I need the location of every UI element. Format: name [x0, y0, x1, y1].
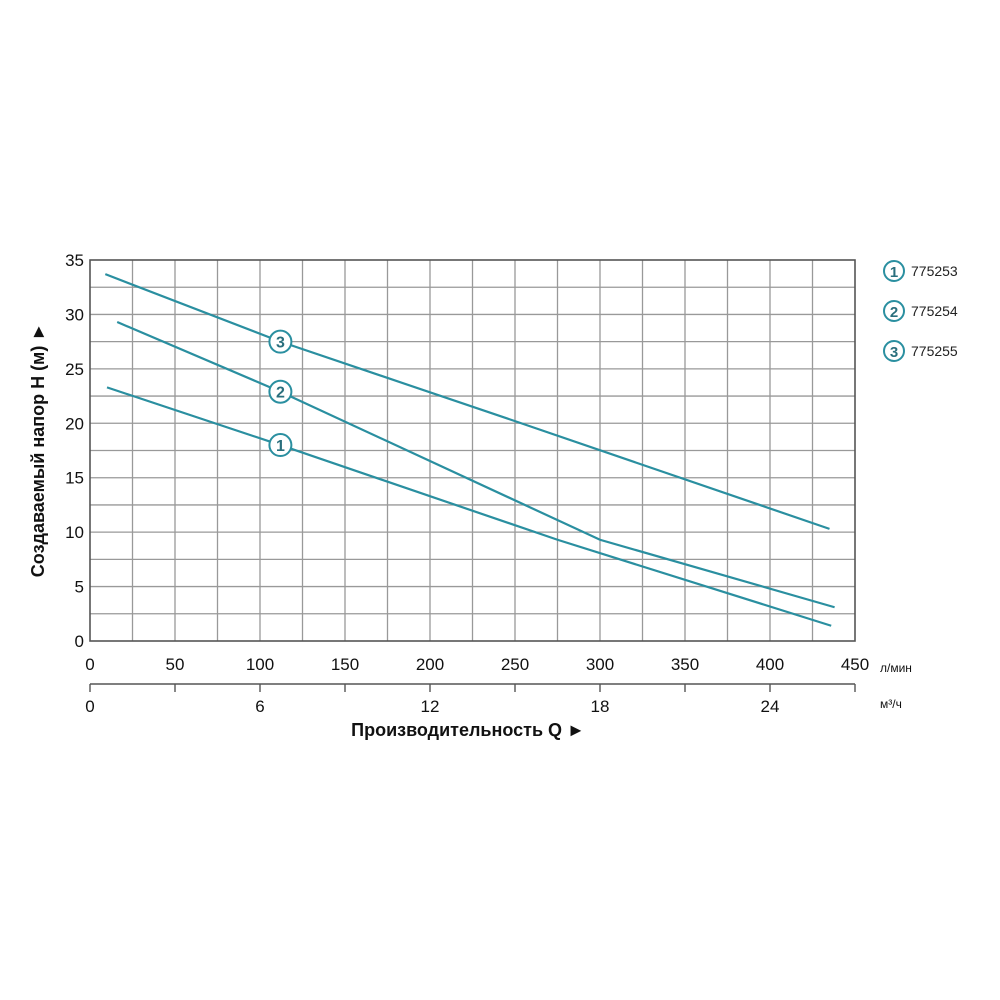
legend-marker-label: 1 [890, 264, 898, 281]
curve-marker-circle [268, 433, 293, 458]
x2-tick-label: 12 [421, 697, 440, 716]
x-tick-label: 350 [671, 655, 699, 674]
x-tick-label: 50 [166, 655, 185, 674]
x-tick-label: 150 [331, 655, 359, 674]
y-tick-label: 20 [65, 414, 84, 433]
x2-tick-label: 0 [85, 697, 94, 716]
legend-marker-circle [883, 300, 905, 322]
x2-tick-label: 6 [255, 697, 264, 716]
x-tick-label: 200 [416, 655, 444, 674]
curve-775255 [104, 273, 830, 530]
x-tick-label: 450 [841, 655, 869, 674]
legend-marker-circle [883, 340, 905, 362]
legend: 1 775253 2 775254 3 775255 [883, 260, 958, 362]
y-tick-label: 15 [65, 469, 84, 488]
x-tick-label: 0 [85, 655, 94, 674]
x-tick-label: 100 [246, 655, 274, 674]
curve-marker-circle [268, 329, 293, 354]
axes: 0 50 100 150 200 250 300 350 400 4500510152025303… [65, 251, 869, 716]
curve-marker-circle [268, 379, 293, 404]
legend-entry: 775255 [911, 343, 958, 359]
plot-frame [89, 259, 856, 642]
x-axis-unit: л/мин [880, 661, 912, 675]
legend-marker-circle [883, 260, 905, 282]
grid [90, 260, 855, 641]
y-tick-label: 25 [65, 360, 84, 379]
curve-775253 [106, 386, 832, 627]
x-tick-label: 300 [586, 655, 614, 674]
y-tick-label: 10 [65, 523, 84, 542]
y-tick-label: 0 [75, 632, 84, 651]
curves: 1 2 3 [104, 273, 835, 627]
x-tick-label: 400 [756, 655, 784, 674]
legend-marker-label: 2 [890, 304, 898, 321]
legend-entry: 775253 [911, 263, 958, 279]
curve-775254 [116, 321, 835, 609]
legend-entry: 775254 [911, 303, 958, 319]
x2-tick-label: 18 [591, 697, 610, 716]
curve-marker-label: 3 [276, 335, 285, 352]
curve-marker-label: 2 [276, 385, 285, 402]
x2-axis-unit: м³/ч [880, 697, 902, 711]
curve-marker-label: 1 [276, 438, 285, 455]
y-axis-title: Создаваемый напор H (м) ► [28, 323, 48, 577]
x-axis-title: Производительность Q ► [351, 720, 585, 740]
y-tick-label: 30 [65, 305, 84, 324]
x-tick-label: 250 [501, 655, 529, 674]
y-tick-label: 35 [65, 251, 84, 270]
legend-marker-label: 3 [890, 344, 898, 361]
y-tick-label: 5 [75, 578, 84, 597]
x2-tick-label: 24 [761, 697, 780, 716]
